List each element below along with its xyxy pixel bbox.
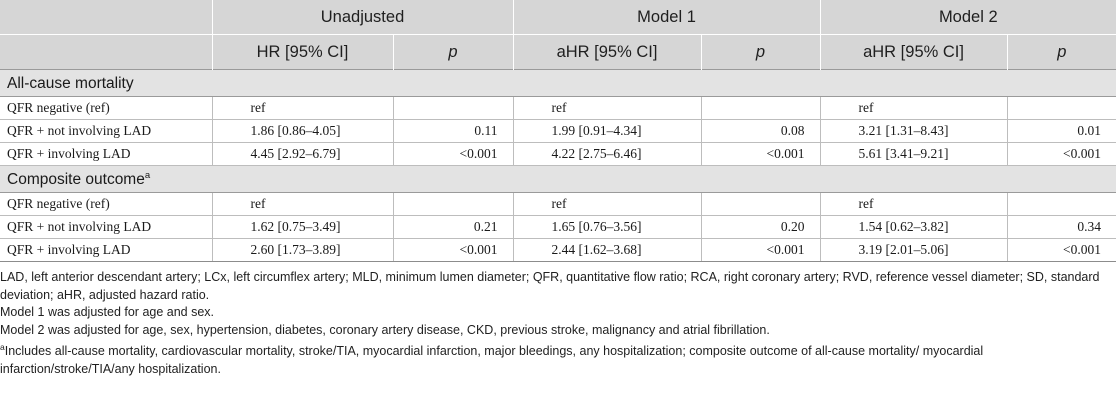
- table-row: QFR + involving LAD 4.45 [2.92–6.79] <0.…: [0, 142, 1116, 166]
- model2-ci-cell: 3.21 [1.31–8.43]: [819, 119, 1008, 143]
- model2-p-cell: <0.001: [1006, 142, 1116, 166]
- section-row-all-cause-mortality: All-cause mortality: [0, 69, 1116, 97]
- group-header-unadjusted: Unadjusted: [211, 0, 514, 35]
- row-label: QFR + not involving LAD: [0, 215, 212, 239]
- unadjusted-p-cell: [392, 96, 514, 120]
- model1-p-cell: <0.001: [700, 238, 821, 262]
- model1-ci-cell: ref: [512, 192, 702, 216]
- section-title-text: Composite outcome: [7, 170, 145, 188]
- footnote-text: Includes all-cause mortality, cardiovasc…: [0, 344, 984, 376]
- model1-p-cell: [700, 96, 821, 120]
- group-header-row: Unadjusted Model 1 Model 2: [0, 0, 1116, 35]
- unadjusted-ci-cell: ref: [211, 192, 393, 216]
- sub-header-row: HR [95% CI] p aHR [95% CI] p aHR [95% CI…: [0, 34, 1116, 70]
- corner-cell: [0, 0, 212, 35]
- model1-ci-cell: 2.44 [1.62–3.68]: [512, 238, 702, 262]
- header-model1-ci: aHR [95% CI]: [512, 34, 702, 70]
- header-unadjusted-p: p: [392, 34, 514, 70]
- unadjusted-ci-cell: 1.62 [0.75–3.49]: [211, 215, 393, 239]
- model1-ci-cell: 1.65 [0.76–3.56]: [512, 215, 702, 239]
- table-footnotes: LAD, left anterior descendant artery; LC…: [0, 262, 1116, 378]
- model2-p-cell: [1006, 192, 1116, 216]
- header-model2-ci: aHR [95% CI]: [819, 34, 1008, 70]
- model2-p-cell: 0.34: [1006, 215, 1116, 239]
- unadjusted-p-cell: [392, 192, 514, 216]
- row-label: QFR negative (ref): [0, 192, 212, 216]
- model2-note: Model 2 was adjusted for age, sex, hyper…: [0, 322, 770, 337]
- unadjusted-ci-cell: ref: [211, 96, 393, 120]
- group-header-model2: Model 2: [819, 0, 1116, 35]
- model1-p-cell: <0.001: [700, 142, 821, 166]
- corner-cell: [0, 34, 212, 70]
- abbreviations-note: LAD, left anterior descendant artery; LC…: [0, 270, 1100, 302]
- row-label: QFR + not involving LAD: [0, 119, 212, 143]
- table-row: QFR negative (ref) ref ref ref: [0, 96, 1116, 120]
- model1-p-cell: 0.08: [700, 119, 821, 143]
- header-model1-p: p: [700, 34, 821, 70]
- model2-ci-cell: 3.19 [2.01–5.06]: [819, 238, 1008, 262]
- model2-p-cell: [1006, 96, 1116, 120]
- unadjusted-p-cell: 0.21: [392, 215, 514, 239]
- model1-note: Model 1 was adjusted for age and sex.: [0, 305, 215, 319]
- row-label: QFR negative (ref): [0, 96, 212, 120]
- header-unadjusted-ci: HR [95% CI]: [211, 34, 393, 70]
- section-row-composite-outcome: Composite outcomea: [0, 165, 1116, 193]
- model2-p-cell: <0.001: [1006, 238, 1116, 262]
- unadjusted-p-cell: <0.001: [392, 238, 514, 262]
- results-table: Unadjusted Model 1 Model 2 HR [95% CI] p…: [0, 0, 1116, 262]
- model2-ci-cell: ref: [819, 96, 1008, 120]
- model1-ci-cell: 4.22 [2.75–6.46]: [512, 142, 702, 166]
- table-row: QFR + involving LAD 2.60 [1.73–3.89] <0.…: [0, 238, 1116, 262]
- section-title: All-cause mortality: [0, 69, 1116, 97]
- model2-ci-cell: ref: [819, 192, 1008, 216]
- section-superscript: a: [144, 169, 151, 181]
- group-header-model1: Model 1: [512, 0, 821, 35]
- section-title: Composite outcomea: [0, 165, 1116, 193]
- unadjusted-p-cell: 0.11: [392, 119, 514, 143]
- unadjusted-p-cell: <0.001: [392, 142, 514, 166]
- composite-footnote: aIncludes all-cause mortality, cardiovas…: [0, 339, 1116, 378]
- model1-ci-cell: 1.99 [0.91–4.34]: [512, 119, 702, 143]
- model1-p-cell: 0.20: [700, 215, 821, 239]
- unadjusted-ci-cell: 2.60 [1.73–3.89]: [211, 238, 393, 262]
- footnote-marker: a: [0, 342, 5, 352]
- row-label: QFR + involving LAD: [0, 238, 212, 262]
- model1-ci-cell: ref: [512, 96, 702, 120]
- table-row: QFR negative (ref) ref ref ref: [0, 192, 1116, 216]
- model2-p-cell: 0.01: [1006, 119, 1116, 143]
- model1-p-cell: [700, 192, 821, 216]
- table-row: QFR + not involving LAD 1.86 [0.86–4.05]…: [0, 119, 1116, 143]
- model2-ci-cell: 5.61 [3.41–9.21]: [819, 142, 1008, 166]
- section-title-text: All-cause mortality: [7, 74, 134, 92]
- header-model2-p: p: [1006, 34, 1116, 70]
- unadjusted-ci-cell: 1.86 [0.86–4.05]: [211, 119, 393, 143]
- table-row: QFR + not involving LAD 1.62 [0.75–3.49]…: [0, 215, 1116, 239]
- unadjusted-ci-cell: 4.45 [2.92–6.79]: [211, 142, 393, 166]
- row-label: QFR + involving LAD: [0, 142, 212, 166]
- model2-ci-cell: 1.54 [0.62–3.82]: [819, 215, 1008, 239]
